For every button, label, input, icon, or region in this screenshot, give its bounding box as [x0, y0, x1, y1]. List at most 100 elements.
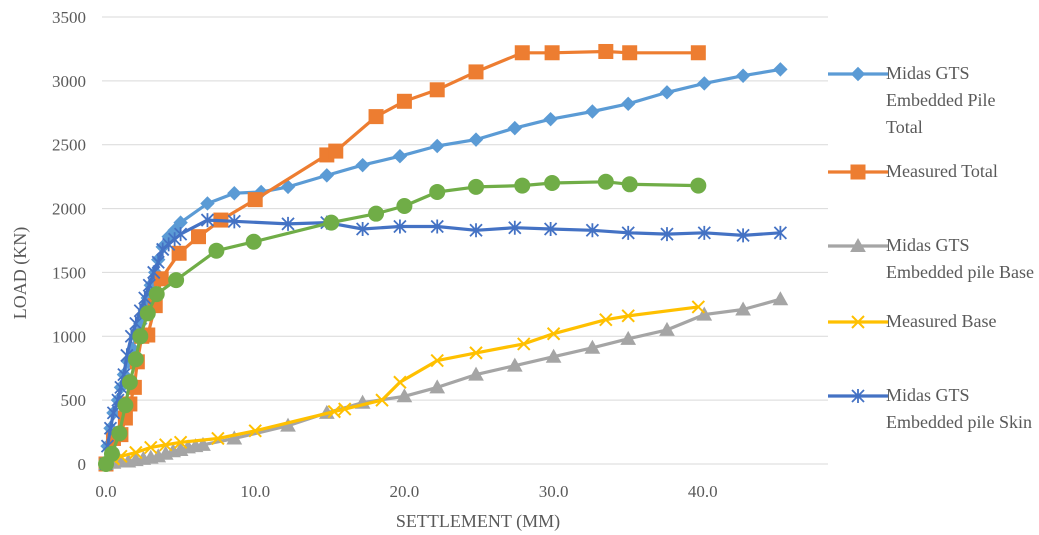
data-point-circle [132, 328, 149, 345]
data-point-circle [323, 214, 340, 231]
data-point-x [158, 438, 173, 452]
data-point-triangle [468, 366, 484, 381]
data-point-circle [139, 305, 156, 322]
x-tick-label: 20.0 [390, 482, 420, 501]
data-point-triangle [696, 306, 713, 321]
data-point-triangle [620, 330, 637, 345]
data-point-square [598, 43, 614, 59]
data-point-triangle [195, 436, 211, 451]
y-tick-label: 500 [61, 391, 87, 410]
data-point-asterisk [355, 222, 370, 237]
x-tick-label: 10.0 [240, 482, 270, 501]
data-point-asterisk [621, 225, 635, 240]
x-tick-label: 0.0 [95, 482, 116, 501]
data-point-diamond [200, 196, 215, 211]
data-point-diamond [319, 168, 335, 183]
series-measured-total [98, 43, 706, 472]
data-point-square [396, 93, 412, 109]
data-point-x [691, 300, 706, 314]
series-midas-gts-embedded-pile-skin [99, 213, 788, 471]
data-point-square [171, 245, 187, 261]
data-point-circle [468, 178, 485, 195]
data-point-x [327, 404, 341, 419]
data-point-square [544, 45, 560, 61]
data-point-diamond [227, 186, 242, 201]
data-point-x [248, 424, 262, 438]
data-point-circle [117, 397, 134, 414]
series-midas-gts-embedded-pile-total [98, 62, 788, 472]
data-point-x [393, 375, 407, 389]
data-point-circle [690, 177, 707, 194]
data-point-circle [111, 425, 128, 442]
y-tick-label: 0 [78, 455, 87, 474]
y-tick-label: 1000 [52, 327, 86, 346]
data-point-diamond [773, 62, 788, 77]
data-point-triangle [545, 348, 562, 363]
data-point-x [211, 431, 225, 446]
data-point-x [851, 315, 865, 329]
data-point-circle [621, 176, 638, 193]
y-tick-label: 3000 [52, 72, 86, 91]
data-point-asterisk [227, 214, 241, 229]
data-point-asterisk [106, 405, 121, 420]
legend-label: Midas GTS Embedded Pile Total [886, 63, 996, 137]
data-point-circle [514, 177, 531, 194]
data-point-x [430, 353, 444, 368]
data-point-triangle [659, 321, 675, 336]
data-point-square [690, 45, 706, 61]
data-point-diamond [735, 68, 751, 83]
data-point-asterisk [200, 213, 215, 228]
data-point-triangle [772, 291, 789, 306]
y-axis-title: LOAD (KN) [10, 227, 31, 319]
data-point-x [338, 402, 352, 416]
legend-label: Midas GTS Embedded pile Skin [886, 385, 1032, 432]
data-point-x [469, 346, 483, 360]
data-point-asterisk [173, 227, 188, 242]
data-point-asterisk [469, 223, 483, 238]
data-point-triangle [226, 430, 243, 445]
y-tick-labels: 0 500 1000 1500 2000 2500 3000 3500 [52, 8, 86, 474]
data-point-circle [597, 173, 614, 190]
data-point-circle [168, 272, 185, 289]
series-midas-gts-embedded-pile-base [98, 291, 789, 470]
data-point-triangle [429, 379, 446, 394]
x-tick-label: 40.0 [688, 482, 718, 501]
data-point-asterisk [129, 316, 143, 331]
data-point-x [517, 337, 531, 351]
data-point-x [144, 440, 158, 455]
data-point-triangle [396, 388, 413, 403]
y-tick-label: 2000 [52, 200, 86, 219]
data-point-circle [127, 351, 144, 368]
legend-label: Midas GTS Embedded pile Base [886, 235, 1034, 282]
y-tick-label: 2500 [52, 136, 86, 155]
data-point-circle [148, 286, 165, 303]
legend-label: Measured Total [886, 161, 998, 181]
data-point-square [247, 192, 263, 208]
legend-swatch [828, 164, 888, 180]
series-measured-skin [98, 173, 707, 472]
y-tick-label: 3500 [52, 8, 86, 27]
data-point-diamond [507, 120, 523, 136]
data-point-asterisk [281, 216, 295, 231]
data-point-circle [368, 205, 385, 222]
data-point-diamond [697, 76, 712, 91]
data-point-asterisk [773, 225, 788, 240]
data-point-diamond [392, 149, 408, 164]
data-point-square [850, 164, 866, 180]
data-point-circle [429, 183, 446, 200]
data-point-asterisk [697, 225, 711, 240]
data-point-triangle [506, 357, 523, 372]
data-point-square [191, 229, 207, 245]
data-point-diamond [659, 85, 675, 100]
data-point-circle [544, 175, 561, 192]
data-point-circle [103, 445, 120, 462]
data-point-triangle [584, 339, 601, 354]
data-point-square [468, 64, 484, 80]
data-point-diamond [585, 104, 600, 119]
data-point-square [514, 45, 530, 61]
data-point-asterisk [430, 219, 444, 234]
data-point-diamond [355, 157, 370, 173]
y-tick-label: 1500 [52, 263, 86, 282]
data-point-circle [245, 233, 262, 250]
data-point-diamond [543, 111, 558, 127]
